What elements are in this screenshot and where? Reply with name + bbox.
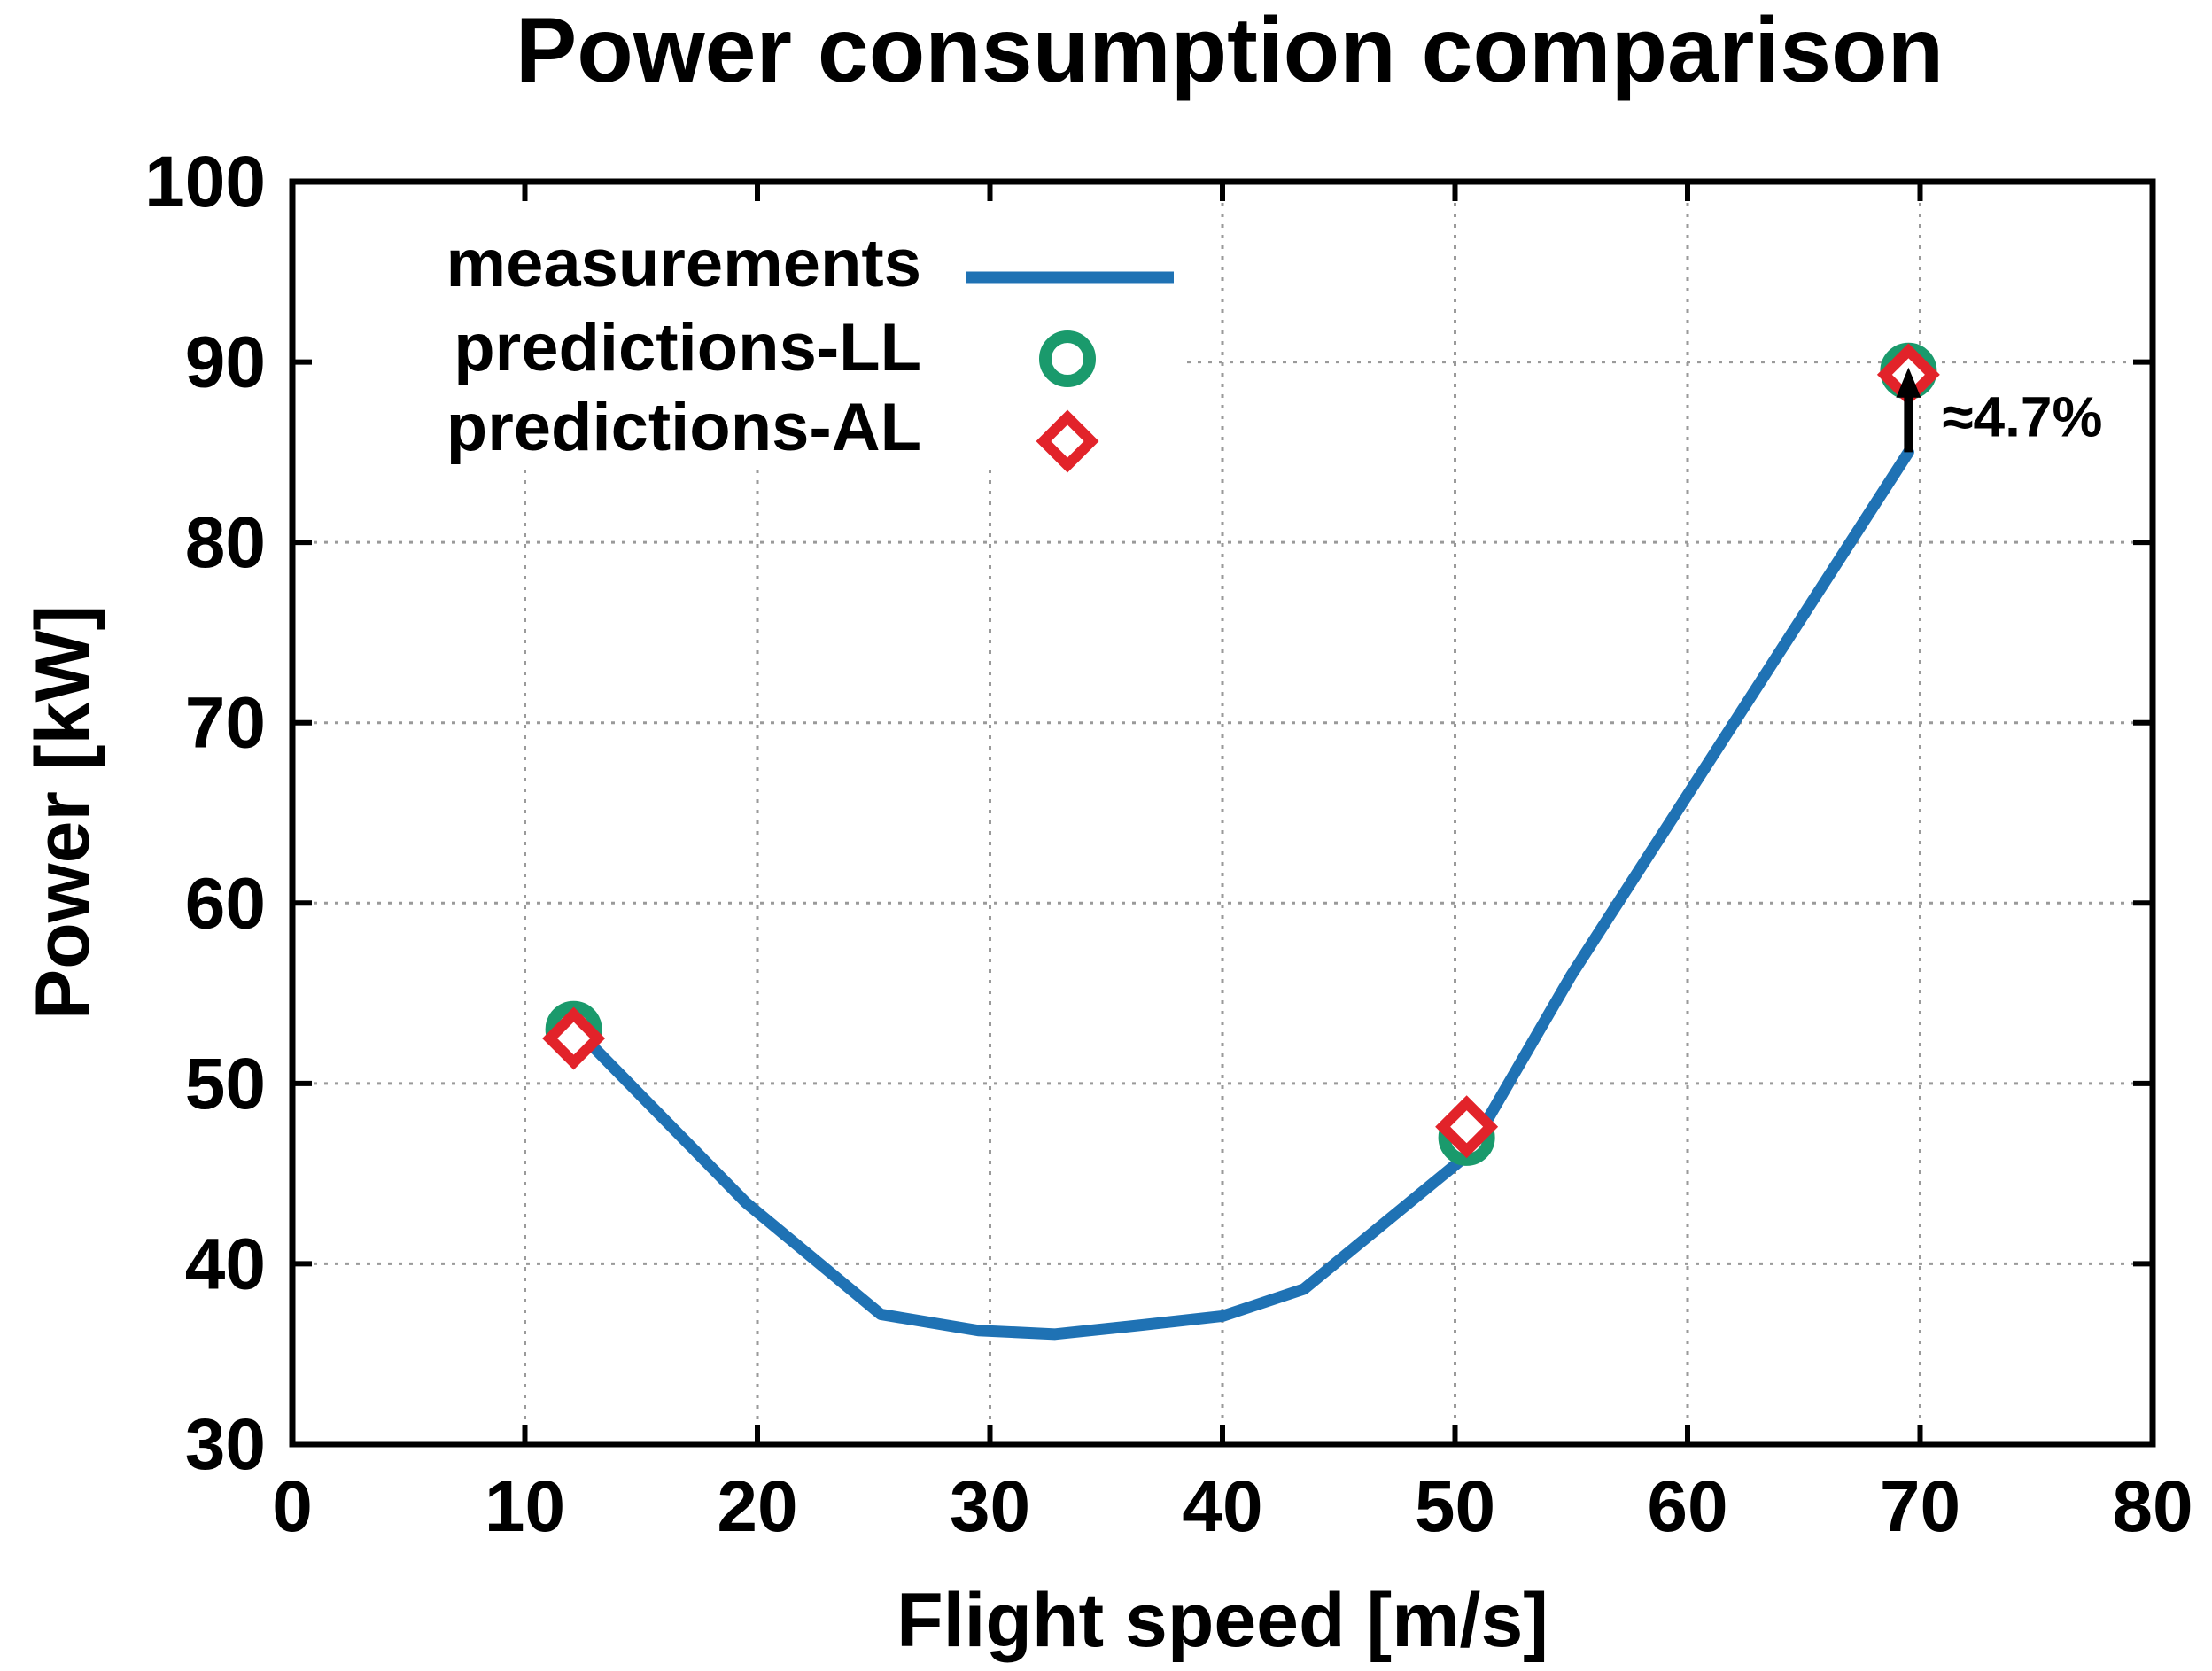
y-tick-label: 80 xyxy=(185,502,266,583)
series xyxy=(542,342,1940,1341)
x-axis-label: Flight speed [m/s] xyxy=(896,1578,1548,1663)
x-tick-label: 10 xyxy=(485,1466,565,1547)
measurements-line xyxy=(570,446,1914,1341)
y-tick-label: 50 xyxy=(185,1044,266,1124)
legend-swatch-diamond xyxy=(1036,409,1099,473)
axis-ticks: 0 10 20 30 40 50 60 70 80 30 40 50 60 70 80 90 100 xyxy=(144,142,2193,1547)
legend-label-predictions-LL: predictions-LL xyxy=(454,310,921,385)
legend-label-predictions-AL: predictions-AL xyxy=(446,390,921,465)
prediction-al-point xyxy=(542,1006,606,1070)
y-axis-label: Power [kW] xyxy=(20,605,105,1020)
x-tick-label: 70 xyxy=(1880,1466,1960,1547)
x-tick-label: 40 xyxy=(1182,1466,1262,1547)
y-tick-label: 70 xyxy=(185,683,266,764)
legend-label-measurements: measurements xyxy=(446,226,922,301)
x-tick-label: 80 xyxy=(2112,1466,2193,1547)
prediction-al-point xyxy=(1435,1095,1499,1159)
y-tick-label: 30 xyxy=(185,1404,266,1485)
x-tick-label: 60 xyxy=(1647,1466,1727,1547)
x-tick-label: 20 xyxy=(717,1466,797,1547)
y-tick-label: 40 xyxy=(185,1224,266,1304)
y-tick-label: 90 xyxy=(185,323,266,403)
annotation: ≈4.7% xyxy=(1896,367,2102,453)
x-tick-label: 0 xyxy=(272,1466,313,1547)
x-tick-label: 30 xyxy=(950,1466,1030,1547)
grid xyxy=(292,182,2153,1444)
annotation-arrow-head xyxy=(1896,367,1921,398)
y-tick-label: 60 xyxy=(185,863,266,944)
chart-title: Power consumption comparison xyxy=(516,0,1944,102)
legend-swatch-circle xyxy=(1039,330,1096,387)
y-tick-label: 100 xyxy=(144,142,266,222)
x-tick-label: 50 xyxy=(1415,1466,1495,1547)
annotation-label: ≈4.7% xyxy=(1942,385,2102,448)
